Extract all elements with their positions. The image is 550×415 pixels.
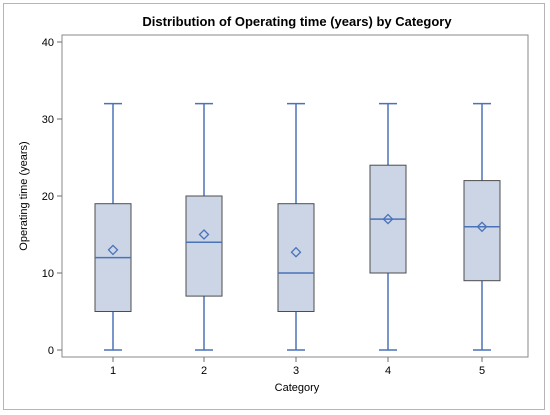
y-axis: 0 10 20 30 40 <box>42 37 62 357</box>
box-2 <box>185 102 223 351</box>
y-tick-label-10: 10 <box>42 268 54 280</box>
y-tick-label-40: 40 <box>42 37 54 49</box>
y-tick-label-20: 20 <box>42 191 54 203</box>
mean-marker <box>476 221 488 233</box>
chart-title: Distribution of Operating time (years) b… <box>142 14 452 29</box>
x-tick-label-5: 5 <box>479 365 485 377</box>
x-axis-label: Category <box>275 382 320 394</box>
mean-marker <box>290 246 302 258</box>
x-tick-label-2: 2 <box>201 365 207 377</box>
y-tick-label-0: 0 <box>48 345 54 357</box>
box-5 <box>463 102 501 351</box>
x-tick-label-3: 3 <box>293 365 299 377</box>
mean-marker <box>198 229 210 240</box>
x-tick-label-4: 4 <box>385 365 391 377</box>
box-1 <box>94 102 132 351</box>
x-axis: 1 2 3 4 5 <box>110 357 485 377</box>
y-axis-label: Operating time (years) <box>18 141 30 250</box>
mean-marker <box>107 244 119 256</box>
box-4 <box>369 102 407 351</box>
x-tick-label-1: 1 <box>110 365 116 377</box>
box-series <box>94 102 501 351</box>
box-3 <box>277 102 315 351</box>
mean-marker <box>382 213 394 225</box>
iqr-box <box>185 195 223 297</box>
y-tick-label-30: 30 <box>42 114 54 126</box>
